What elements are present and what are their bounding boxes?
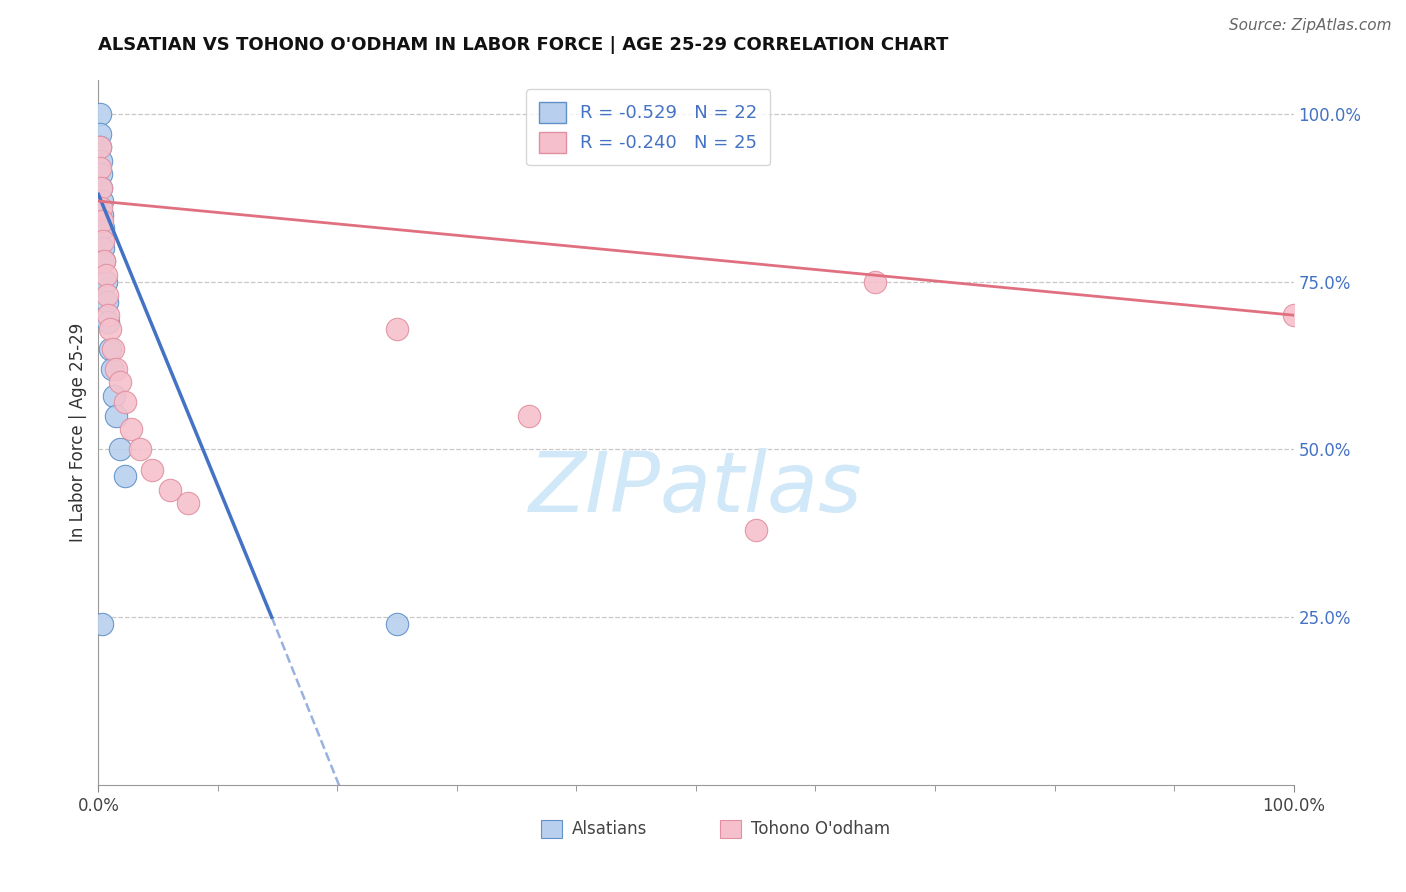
Text: Alsatians: Alsatians — [572, 820, 647, 838]
Point — [100, 362, 122, 376]
Point — [91, 616, 114, 631]
Point — [177, 496, 200, 510]
Point — [129, 442, 152, 457]
Y-axis label: In Labor Force | Age 25-29: In Labor Force | Age 25-29 — [69, 323, 87, 542]
Point — [745, 523, 768, 537]
Point — [89, 140, 111, 154]
Point — [141, 462, 163, 476]
Point — [1282, 308, 1305, 322]
Legend: R = -0.529   N = 22, R = -0.240   N = 25: R = -0.529 N = 22, R = -0.240 N = 25 — [526, 89, 770, 165]
Point — [865, 275, 887, 289]
Point — [93, 254, 115, 268]
Point — [98, 342, 122, 356]
Point — [91, 235, 114, 249]
Point — [97, 315, 120, 329]
Point — [517, 409, 540, 423]
Point — [105, 409, 128, 423]
Text: ZIPatlas: ZIPatlas — [529, 449, 863, 530]
Point — [89, 127, 111, 141]
Point — [120, 422, 142, 436]
Point — [91, 221, 114, 235]
Bar — [720, 821, 741, 838]
Point — [91, 207, 114, 221]
Point — [94, 275, 117, 289]
Point — [108, 442, 131, 457]
Point — [108, 376, 131, 390]
Point — [90, 201, 112, 215]
Point — [101, 342, 124, 356]
Point — [96, 294, 118, 309]
Text: ALSATIAN VS TOHONO O'ODHAM IN LABOR FORCE | AGE 25-29 CORRELATION CHART: ALSATIAN VS TOHONO O'ODHAM IN LABOR FORC… — [98, 36, 949, 54]
Point — [91, 214, 114, 228]
Point — [89, 140, 111, 154]
Point — [90, 153, 112, 168]
Point — [385, 616, 409, 631]
Text: Source: ZipAtlas.com: Source: ZipAtlas.com — [1229, 18, 1392, 33]
Point — [159, 483, 181, 497]
Point — [90, 167, 112, 181]
Point — [89, 161, 111, 175]
Point — [98, 321, 122, 335]
Point — [114, 395, 136, 409]
Point — [91, 194, 114, 208]
Point — [105, 362, 128, 376]
Bar — [541, 821, 562, 838]
Text: Tohono O'odham: Tohono O'odham — [751, 820, 890, 838]
Point — [103, 389, 125, 403]
Point — [90, 180, 112, 194]
Point — [89, 107, 111, 121]
Point — [94, 268, 117, 282]
Point — [97, 308, 120, 322]
Point — [91, 241, 114, 255]
Point — [90, 180, 112, 194]
Point — [385, 321, 409, 335]
Point — [114, 469, 136, 483]
Point — [96, 288, 118, 302]
Point — [93, 254, 115, 268]
